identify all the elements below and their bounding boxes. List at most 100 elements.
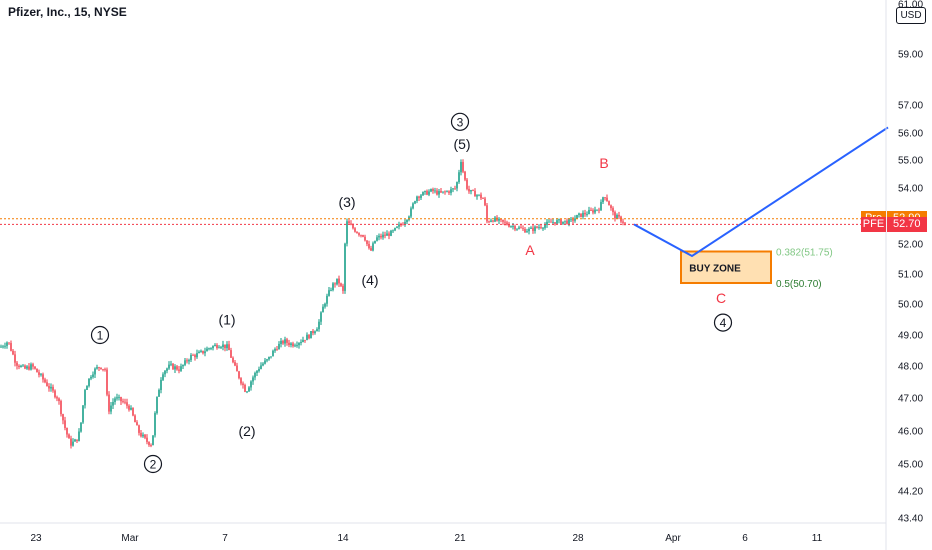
candle-body (210, 348, 212, 349)
candle-body (350, 223, 352, 225)
candle-body (140, 432, 142, 437)
x-tick-label: 21 (454, 533, 466, 544)
candle-body (278, 343, 280, 350)
candle-body (572, 218, 574, 221)
wave-labels: 1 2 (1) (2) (3) (4) 3 (5) A B C 4 (90, 112, 733, 474)
candle-body (418, 196, 420, 198)
candle-body (358, 233, 360, 235)
candle-body (30, 364, 32, 370)
candle-body (52, 386, 54, 391)
candle-body (18, 365, 20, 367)
candle-body (224, 344, 226, 349)
y-tick-label: 49.00 (898, 331, 923, 342)
candle-body (14, 354, 16, 363)
y-tick-label: 47.00 (898, 394, 923, 405)
candle-body (460, 162, 462, 173)
candle-body (190, 355, 192, 361)
candle-body (186, 360, 188, 362)
candle-body (178, 369, 180, 371)
candle-body (474, 190, 476, 197)
candle-body (310, 331, 312, 339)
candle-body (88, 378, 90, 386)
candle-body (556, 220, 558, 224)
candle-body (170, 363, 172, 365)
candle-body (306, 334, 308, 341)
candle-body (262, 363, 264, 366)
candle-body (552, 222, 554, 223)
candle-body (206, 348, 208, 352)
candle-body (622, 221, 624, 223)
candle-body (550, 221, 552, 223)
candle-body (352, 224, 354, 229)
candle-body (504, 221, 506, 223)
candle-body (154, 413, 156, 436)
candle-body (82, 405, 84, 423)
candle-body (286, 339, 288, 343)
candle-body (444, 191, 446, 193)
candle-body (200, 350, 202, 352)
candle-body (90, 376, 92, 379)
currency-button[interactable]: USD (896, 7, 926, 24)
candle-body (166, 368, 168, 371)
candle-body (168, 364, 170, 369)
candle-body (80, 422, 82, 432)
candle-body (174, 366, 176, 370)
candle-body (248, 387, 250, 392)
candle-body (566, 220, 568, 224)
candle-body (420, 195, 422, 198)
candle-body (468, 188, 470, 192)
candle-body (356, 231, 358, 234)
candle-body (226, 344, 228, 349)
candle-body (590, 210, 592, 211)
candle-body (616, 214, 618, 219)
candle-body (436, 190, 438, 195)
candle-body (2, 346, 4, 348)
candle-body (386, 233, 388, 236)
candle-body (372, 243, 374, 251)
fib-label: 0.382(51.75) (776, 248, 833, 259)
candle-body (584, 212, 586, 215)
candle-body (290, 343, 292, 345)
candle-body (228, 344, 230, 351)
candle-body (120, 397, 122, 402)
candle-body (204, 351, 206, 354)
candle-body (10, 343, 12, 351)
candle-body (604, 197, 606, 199)
candle-body (328, 290, 330, 296)
candle-body (614, 212, 616, 219)
candle-body (534, 226, 536, 231)
candle-body (396, 226, 398, 228)
candle-body (336, 278, 338, 285)
candle-body (272, 350, 274, 357)
candle-body (560, 219, 562, 224)
candle-body (454, 188, 456, 190)
candle-body (26, 366, 28, 369)
candle-body (438, 191, 440, 195)
candle-body (70, 438, 72, 446)
candle-body (538, 227, 540, 229)
candle-body (558, 219, 560, 221)
candle-body (146, 437, 148, 442)
candle-body (602, 197, 604, 203)
y-tick-label: 52.00 (898, 240, 923, 251)
candle-body (84, 389, 86, 406)
candle-body (486, 205, 488, 222)
candle-body (28, 366, 30, 370)
candle-body (472, 190, 474, 191)
candle-body (400, 224, 402, 226)
candle-body (62, 414, 64, 421)
candle-body (118, 397, 120, 398)
y-tick-label: 55.00 (898, 156, 923, 167)
candle-body (264, 360, 266, 364)
candle-body (296, 345, 298, 346)
candle-body (144, 434, 146, 438)
candle-body (442, 191, 444, 193)
candle-body (268, 356, 270, 360)
y-tick-label: 51.00 (898, 270, 923, 281)
price-tag-value: 52.70 (887, 216, 927, 232)
candle-body (50, 386, 52, 389)
candle-body (594, 209, 596, 213)
candle-body (194, 355, 196, 358)
